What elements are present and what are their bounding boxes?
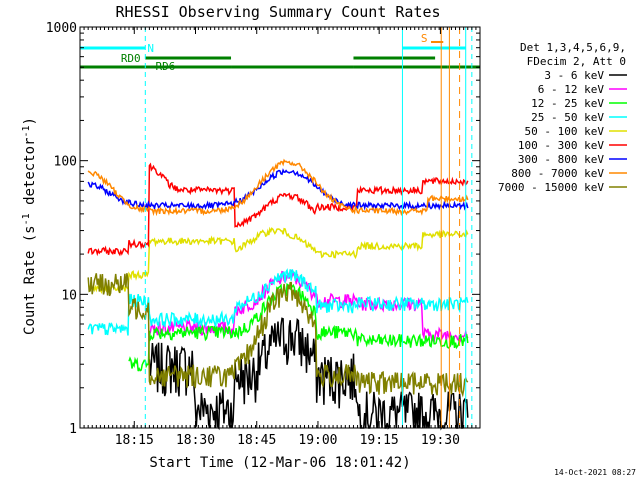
y-axis-label: Count Rate (s-1 detector-1) <box>21 117 38 335</box>
series-line <box>88 226 469 294</box>
s-flag-label: S <box>421 32 428 45</box>
legend-header: Det 1,3,4,5,6,9, <box>520 41 626 54</box>
n-flag-label: N <box>147 42 154 55</box>
series-3-6keV <box>148 317 469 431</box>
axis-ticks: 18:15 18:30 18:45 19:00 19:15 19:30 1 10 100 1000 <box>46 21 480 448</box>
x-tick-label: 18:15 <box>115 433 154 448</box>
x-tick-label: 18:45 <box>237 433 276 448</box>
series-line <box>87 158 469 217</box>
series-line <box>148 269 469 344</box>
legend-label: 50 - 100 keV <box>525 125 605 138</box>
x-tick-label: 19:30 <box>421 433 460 448</box>
series-6-12keV <box>148 269 469 344</box>
legend-label: 300 - 800 keV <box>518 153 604 166</box>
plot-frame <box>79 26 481 429</box>
series-line <box>87 168 469 212</box>
series-line <box>148 317 469 431</box>
timestamp: 14-Oct-2021 08:27 <box>554 468 636 477</box>
y-tick-label: 1 <box>69 422 77 437</box>
series-line <box>128 283 469 372</box>
flag-bars: N RD0 RD6 S <box>80 27 480 428</box>
legend-label: 800 - 7000 keV <box>511 167 604 180</box>
y-tick-label: 10 <box>61 288 77 303</box>
series-800-7000keV <box>87 158 469 217</box>
legend-label: 3 - 6 keV <box>544 69 604 82</box>
legend-label: 25 - 50 keV <box>531 111 604 124</box>
series-100-300keV <box>87 162 469 257</box>
legend-label: 100 - 300 keV <box>518 139 604 152</box>
chart-title: RHESSI Observing Summary Count Rates <box>115 3 440 21</box>
legend-label: 12 - 25 keV <box>531 97 604 110</box>
x-tick-label: 18:30 <box>176 433 215 448</box>
rd6-flag-label: RD6 <box>156 60 176 73</box>
legend: Det 1,3,4,5,6,9,FDecim 2, Att 03 - 6 keV… <box>498 41 627 194</box>
series-line <box>87 268 469 336</box>
series-line <box>87 273 469 398</box>
series-12-25keV <box>128 283 469 372</box>
series-50-100keV <box>88 226 469 294</box>
x-tick-label: 19:15 <box>360 433 399 448</box>
x-tick-label: 19:00 <box>298 433 337 448</box>
legend-label: 7000 - 15000 keV <box>498 181 604 194</box>
legend-header: FDecim 2, Att 0 <box>527 55 626 68</box>
series-line <box>87 162 469 257</box>
rd0-flag-label: RD0 <box>121 52 141 65</box>
legend-label: 6 - 12 keV <box>538 83 605 96</box>
x-axis-label: Start Time (12-Mar-06 18:01:42) <box>149 455 410 471</box>
series-25-50keV <box>87 268 469 336</box>
series-7000-15000keV <box>87 273 469 398</box>
data-series <box>87 158 469 431</box>
series-300-800keV <box>87 168 469 212</box>
y-tick-label: 1000 <box>46 21 77 36</box>
y-tick-label: 100 <box>54 155 77 170</box>
